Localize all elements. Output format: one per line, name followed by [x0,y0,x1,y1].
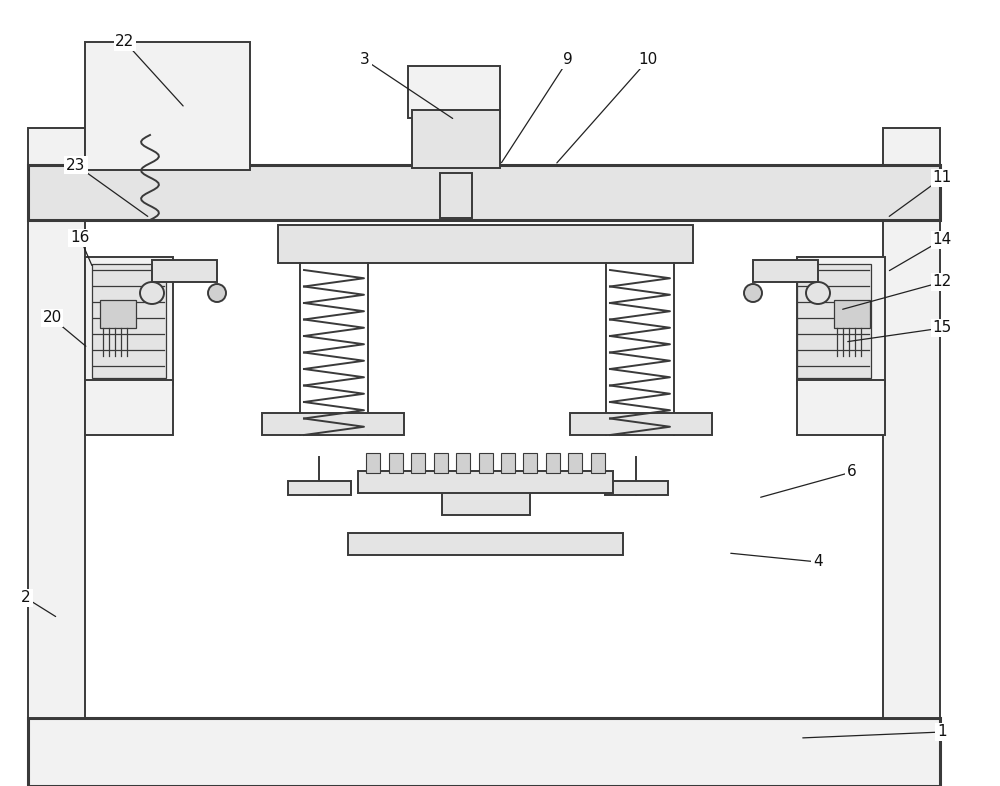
Bar [797,264,871,378]
Text: 2: 2 [21,590,31,605]
Bar [100,300,136,328]
Bar [28,718,940,786]
Bar [605,481,668,495]
Bar [442,475,530,515]
Bar [883,128,940,718]
Bar [434,453,448,473]
Bar [28,165,940,220]
Bar [546,453,560,473]
Text: 9: 9 [563,53,573,68]
Bar [797,380,885,435]
Text: 1: 1 [937,725,947,740]
Bar [797,257,885,385]
Text: 20: 20 [42,310,62,325]
Bar [570,413,712,435]
Bar [408,66,500,118]
Bar [85,380,173,435]
Bar [523,453,537,473]
Bar [366,453,380,473]
Text: 16: 16 [70,230,90,245]
Bar [753,260,818,282]
Bar [412,110,500,168]
Bar [28,128,85,718]
Bar [278,225,693,263]
Bar [591,453,605,473]
Text: 10: 10 [638,53,658,68]
Bar [456,453,470,473]
Text: 6: 6 [847,465,857,479]
Bar [152,260,217,282]
Ellipse shape [744,284,762,302]
Text: 12: 12 [932,274,952,289]
Bar [834,300,870,328]
Text: 15: 15 [932,321,952,336]
Bar [262,413,404,435]
Bar [389,453,403,473]
Bar [358,471,613,493]
Text: 11: 11 [932,171,952,185]
Text: 3: 3 [360,53,370,68]
Ellipse shape [806,282,830,304]
Bar [411,453,425,473]
Text: 4: 4 [813,554,823,570]
Bar [440,173,472,218]
Ellipse shape [208,284,226,302]
Text: 14: 14 [932,233,952,248]
Bar [568,453,582,473]
Ellipse shape [140,282,164,304]
Bar [348,533,623,555]
Bar [501,453,515,473]
Bar [85,257,173,385]
Bar [288,481,351,495]
Bar [92,264,166,378]
Bar [479,453,492,473]
Text: 22: 22 [115,35,135,50]
Text: 23: 23 [66,157,86,172]
Bar [85,42,250,170]
